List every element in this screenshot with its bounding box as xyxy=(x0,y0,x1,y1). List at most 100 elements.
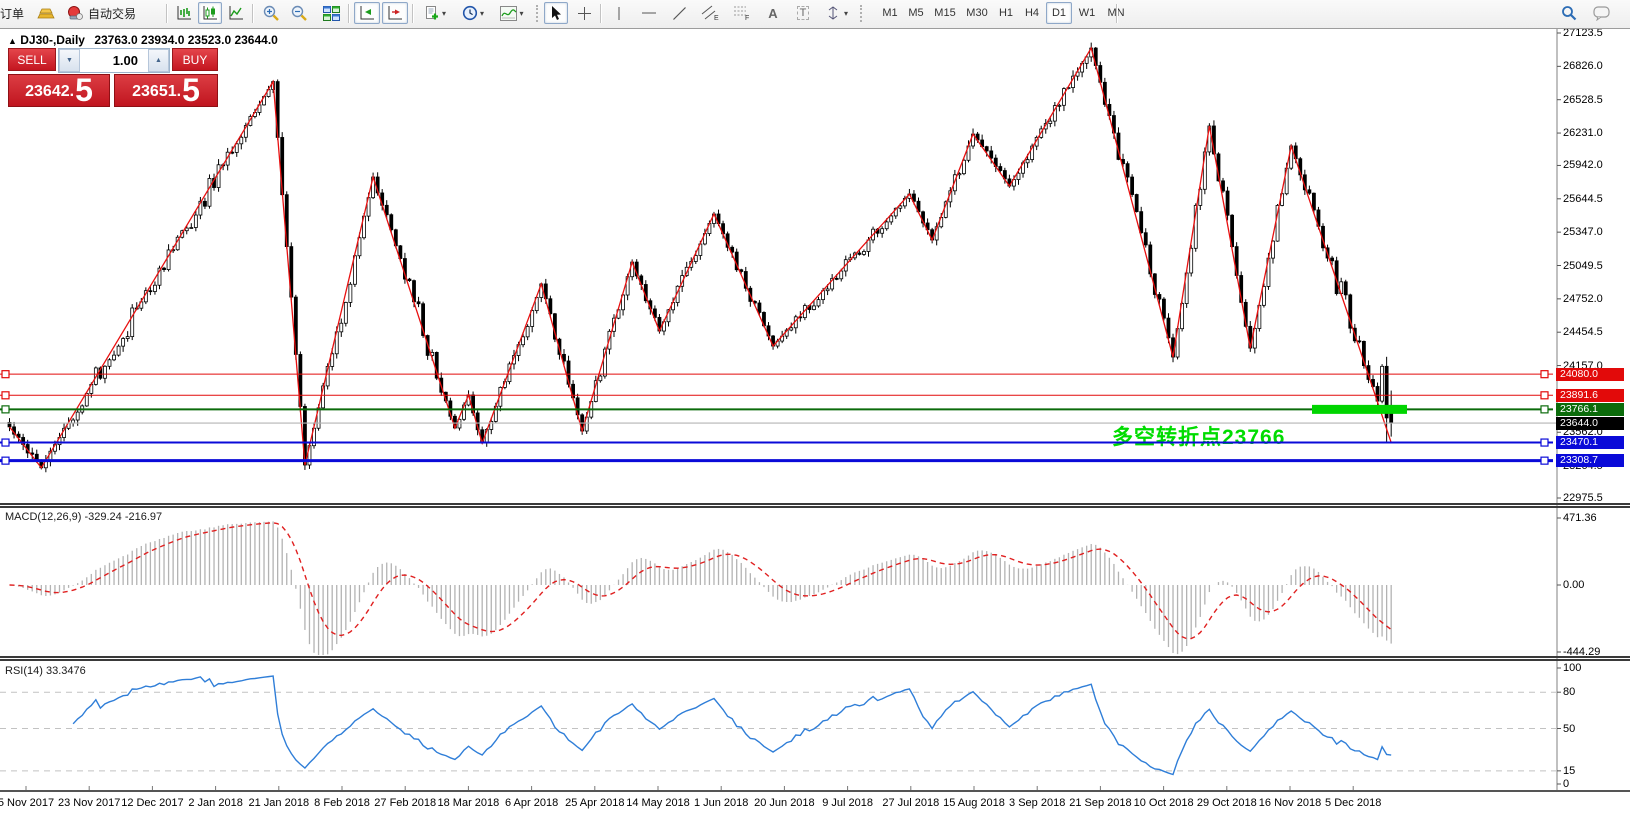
date-axis-label: 8 Feb 2018 xyxy=(314,797,370,809)
orders-button[interactable]: 订单 xyxy=(0,2,32,24)
timeframe-button-d1[interactable]: D1 xyxy=(1046,2,1072,24)
timeframe-button-mn[interactable]: MN xyxy=(1102,2,1130,24)
equidistant-channel-tool-button[interactable]: E xyxy=(696,2,724,24)
date-axis-label: 27 Feb 2018 xyxy=(374,797,437,809)
sell-button[interactable]: SELL xyxy=(8,48,56,71)
timeframe-button-h4[interactable]: H4 xyxy=(1020,2,1044,24)
buy-price-main: 23651 xyxy=(132,83,177,100)
new-order-dropdown-caret[interactable]: ▾ xyxy=(441,8,446,18)
zoom-in-button[interactable] xyxy=(258,2,284,24)
price-level-tag: 23308.7 xyxy=(1556,454,1624,468)
line-chart-mode-button[interactable] xyxy=(224,2,248,24)
candlestick-mode-button[interactable] xyxy=(198,2,222,24)
date-axis-label: 9 Jul 2018 xyxy=(822,797,873,809)
current-bid-tag: 23644.0 xyxy=(1556,416,1624,430)
toolbar-separator xyxy=(252,4,254,23)
date-axis-label: 6 Apr 2018 xyxy=(504,797,559,809)
buy-price-panel[interactable]: 23651. 5 xyxy=(114,74,218,107)
toolbar-grip[interactable] xyxy=(860,5,865,22)
timeframe-label: MN xyxy=(1104,7,1127,19)
volume-value[interactable]: 1.00 xyxy=(112,53,138,68)
text-label-tool-button[interactable]: T xyxy=(790,2,816,24)
period-clock-button[interactable]: ▾ xyxy=(456,2,490,24)
buy-button[interactable]: BUY xyxy=(172,48,218,71)
text-tool-button[interactable]: A xyxy=(760,2,786,24)
auto-scroll-icon xyxy=(360,6,374,20)
chat-button[interactable] xyxy=(1588,2,1616,24)
date-axis-label: 16 Nov 2018 xyxy=(1258,797,1322,809)
volume-input[interactable]: ▼ 1.00 ▲ xyxy=(58,48,170,73)
rsi-axis-label: 50 xyxy=(1563,722,1576,735)
vertical-line-tool-button[interactable] xyxy=(606,2,632,24)
volume-increase-button[interactable]: ▲ xyxy=(148,49,169,72)
arrows-tool-button[interactable]: ▾ xyxy=(820,2,854,24)
auto-trading-button[interactable]: 自动交易 xyxy=(62,2,162,24)
macd-indicator-label: MACD(12,26,9) -329.24 -216.97 xyxy=(5,511,163,523)
timeframe-label: H4 xyxy=(1024,7,1040,19)
horizontal-line-tool-button[interactable] xyxy=(636,2,662,24)
auto-scroll-button[interactable] xyxy=(354,2,380,24)
date-axis-label: 1 Jun 2018 xyxy=(693,797,749,809)
timeframe-button-m5[interactable]: M5 xyxy=(904,2,928,24)
zoom-out-button[interactable] xyxy=(286,2,312,24)
collapse-panel-icon[interactable]: ▲ xyxy=(8,36,17,46)
date-axis-label: 18 Mar 2018 xyxy=(437,797,500,809)
cursor-arrow-icon xyxy=(552,5,561,20)
indicators-dropdown-caret[interactable]: ▾ xyxy=(519,8,524,18)
timeframe-button-h1[interactable]: H1 xyxy=(994,2,1018,24)
tile-windows-icon xyxy=(322,5,340,21)
buy-button-label: BUY xyxy=(182,52,208,67)
toolbar-grip[interactable] xyxy=(536,5,541,22)
tile-windows-button[interactable] xyxy=(318,2,344,24)
new-order-button[interactable]: ▾ xyxy=(418,2,452,24)
price-level-tag: 23766.1 xyxy=(1556,402,1624,416)
timeframe-label: H1 xyxy=(998,7,1014,19)
price-axis-tick: 25644.5 xyxy=(1563,192,1603,205)
search-button[interactable] xyxy=(1556,2,1582,24)
bar-chart-icon xyxy=(177,6,191,20)
date-axis-label: 29 Oct 2018 xyxy=(1196,797,1257,809)
volume-decrease-button[interactable]: ▼ xyxy=(59,49,80,72)
new-order-icon xyxy=(425,6,438,20)
macd-axis-label: 471.36 xyxy=(1563,512,1597,524)
cursor-tool-button[interactable] xyxy=(544,2,568,24)
fibonacci-tool-button[interactable]: F xyxy=(728,2,756,24)
macd-axis-label: 0.00 xyxy=(1563,579,1585,591)
indicators-button[interactable]: ▾ xyxy=(494,2,530,24)
timeframe-button-w1[interactable]: W1 xyxy=(1074,2,1100,24)
price-axis-tick: 26231.0 xyxy=(1563,127,1603,140)
timeframe-button-m30[interactable]: M30 xyxy=(962,2,992,24)
date-axis-label: 21 Jan 2018 xyxy=(248,797,310,809)
buy-price-dot: . xyxy=(176,83,182,100)
ohlc-values: 23763.0 23934.0 23523.0 23644.0 xyxy=(94,33,278,47)
crosshair-icon xyxy=(577,6,591,20)
line-chart-icon xyxy=(229,6,243,20)
panel-separator[interactable] xyxy=(0,503,1630,505)
trendline-icon xyxy=(672,6,686,20)
candlestick-icon xyxy=(203,6,217,20)
date-axis-label: 27 Jul 2018 xyxy=(882,797,940,809)
date-axis-label: 21 Sep 2018 xyxy=(1069,797,1132,809)
panel-separator[interactable] xyxy=(0,506,1630,508)
price-axis-tick: 25347.0 xyxy=(1563,226,1603,239)
crosshair-tool-button[interactable] xyxy=(572,2,596,24)
sell-price-panel[interactable]: 23642. 5 xyxy=(8,74,110,107)
period-dropdown-caret[interactable]: ▾ xyxy=(479,8,484,18)
toolbar-separator xyxy=(166,4,168,23)
timeframe-button-m15[interactable]: M15 xyxy=(930,2,960,24)
arrows-dropdown-caret[interactable]: ▾ xyxy=(843,8,848,18)
spin-up-icon: ▲ xyxy=(155,57,162,64)
chart-window[interactable]: ▲ DJ30-,Daily 23763.0 23934.0 23523.0 23… xyxy=(0,29,1630,819)
panel-separator[interactable] xyxy=(0,659,1630,661)
price-axis-tick: 25942.0 xyxy=(1563,159,1603,172)
trendline-tool-button[interactable] xyxy=(666,2,692,24)
timeframe-button-m1[interactable]: M1 xyxy=(878,2,902,24)
panel-separator[interactable] xyxy=(0,656,1630,658)
chart-shift-button[interactable] xyxy=(382,2,408,24)
price-level-tag: 24080.0 xyxy=(1556,367,1624,381)
gold-ingot-icon-button[interactable] xyxy=(34,2,58,24)
date-axis-label: 12 Dec 2017 xyxy=(121,797,184,809)
gold-ingot-icon xyxy=(37,8,55,19)
bar-chart-mode-button[interactable] xyxy=(172,2,196,24)
